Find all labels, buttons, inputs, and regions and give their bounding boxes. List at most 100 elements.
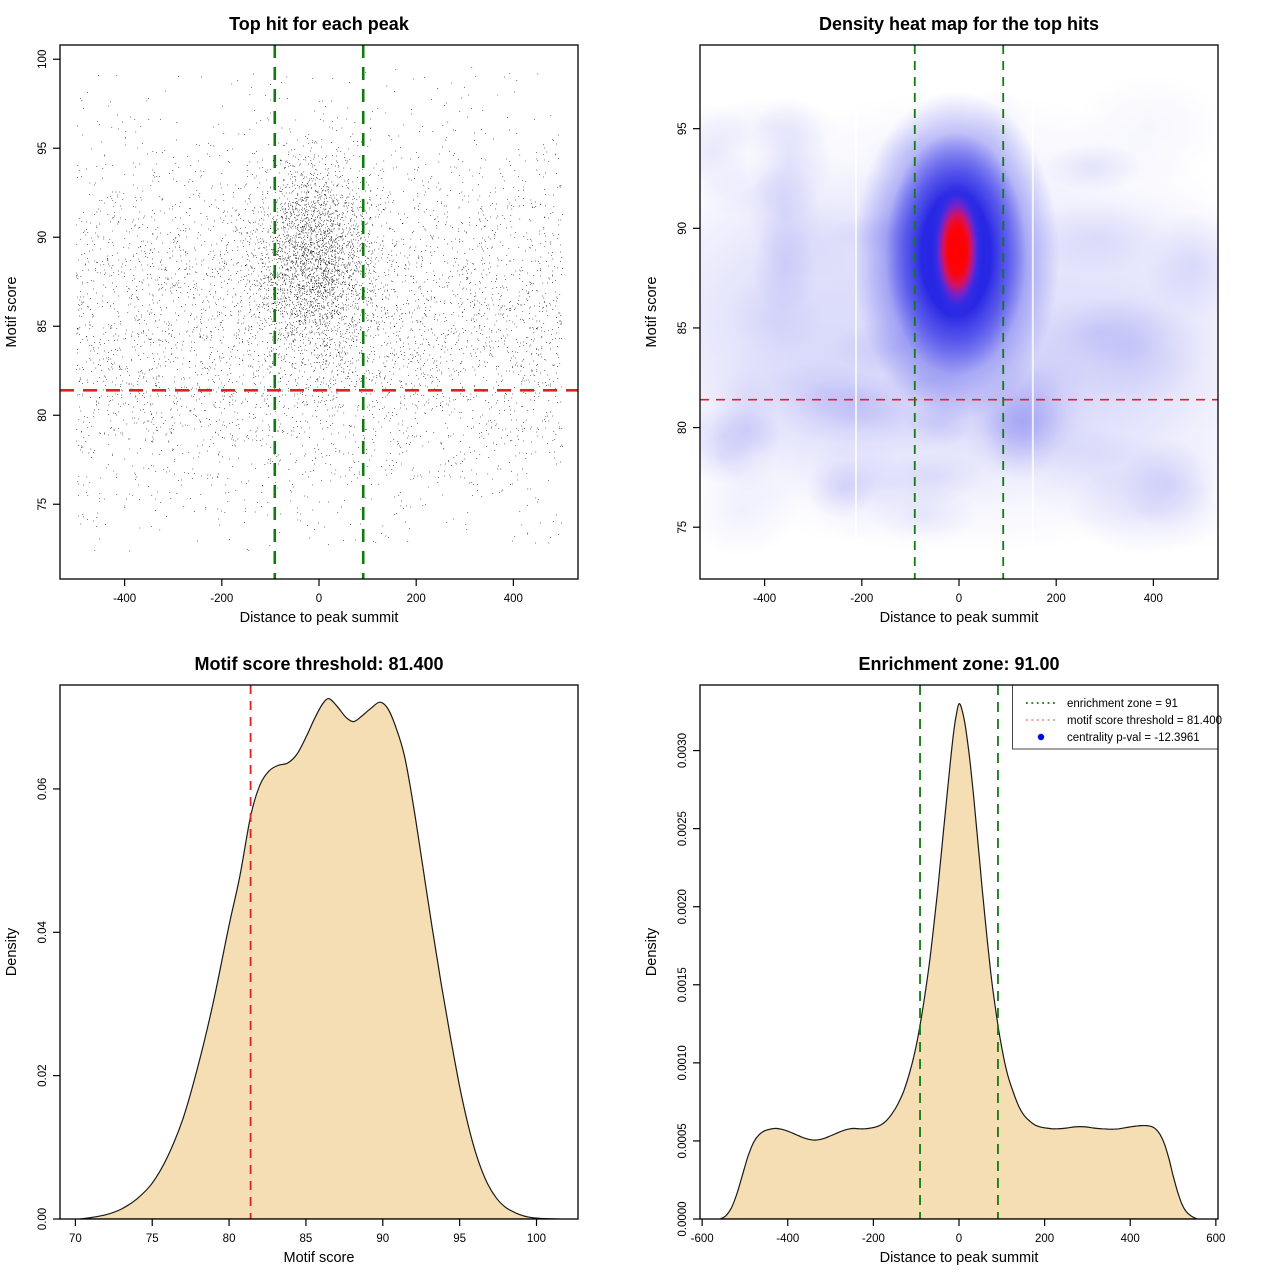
plot-box	[699, 684, 1219, 1220]
legend-sample-dot	[1037, 733, 1045, 741]
heat-core	[930, 182, 984, 319]
legend-item-centrality-pval: centrality p-val = -12.3961	[1067, 732, 1200, 744]
heatmap-xlabel: Distance to peak summit	[880, 610, 1039, 626]
score-density-plot-area: 70 75 80 85 90 95 100 0.00 0.02 0.04 0.06	[37, 684, 579, 1245]
x-tick-label: -200	[850, 593, 873, 605]
position-density-xlabel: Distance to peak summit	[880, 1250, 1039, 1266]
score-density-title: Motif score threshold: 81.400	[194, 654, 443, 674]
legend-item-enrichment-zone: enrichment zone = 91	[1067, 698, 1178, 710]
panel-heatmap: Density heat map for the top hits Distan…	[640, 0, 1280, 640]
heatmap-plot-area: -400 -200 0 200 400 75 80 85 90 95	[677, 44, 1219, 605]
x-tick-label: 80	[223, 1233, 236, 1245]
heatmap-content	[700, 45, 1218, 579]
x-tick-label: 0	[316, 593, 322, 605]
scatter-title: Top hit for each peak	[229, 14, 410, 34]
heat-noise-blob	[700, 97, 841, 156]
heatmap-chart: Density heat map for the top hits Distan…	[644, 14, 1219, 626]
y-tick-label: 80	[677, 421, 689, 434]
x-tick-label: -400	[113, 593, 136, 605]
heat-noise-blob	[885, 450, 988, 503]
x-tick-label: -400	[776, 1233, 799, 1245]
heat-noise-blob	[700, 433, 755, 484]
heat-noise-blob	[700, 466, 798, 556]
x-tick-label: -400	[753, 593, 776, 605]
y-tick-label: 95	[677, 122, 689, 135]
x-tick-label: 85	[300, 1233, 313, 1245]
x-tick-label: 200	[1035, 1233, 1054, 1245]
y-tick-label: 0.0010	[677, 1045, 689, 1080]
legend-box	[1012, 684, 1219, 750]
x-tick-label: 75	[146, 1233, 159, 1245]
position-density-ylabel: Density	[644, 927, 660, 976]
x-tick-label: 70	[69, 1233, 82, 1245]
scatter-xlabel: Distance to peak summit	[240, 610, 399, 626]
scatter-content	[60, 45, 578, 579]
plot-box	[59, 44, 579, 580]
heat-white-stripe	[854, 45, 857, 579]
x-tick-label: 0	[956, 593, 962, 605]
panel-scatter: Top hit for each peak Distance to peak s…	[0, 0, 640, 640]
panel-score-density: Motif score threshold: 81.400 Motif scor…	[0, 640, 640, 1280]
x-tick-label: -600	[691, 1233, 714, 1245]
y-tick-label: 75	[677, 521, 689, 534]
heat-noise-blob	[795, 373, 921, 432]
x-tick-label: 200	[407, 593, 426, 605]
x-tick-label: 95	[453, 1233, 466, 1245]
plot-box	[59, 684, 579, 1220]
x-tick-label: 400	[1121, 1233, 1140, 1245]
y-tick-label: 0.0015	[677, 967, 689, 1002]
x-tick-label: -200	[210, 593, 233, 605]
x-tick-label: 400	[1144, 593, 1163, 605]
heat-noise-blob	[751, 223, 818, 314]
x-tick-label: 400	[504, 593, 523, 605]
y-tick-label: 0.0020	[677, 889, 689, 924]
y-tick-label: 85	[37, 320, 49, 333]
scatter-plot-area: -400 -200 0 200 400 75 80 85 90 95 100	[37, 44, 579, 605]
position_density-curve	[719, 703, 1198, 1219]
heat-noise-blob	[1022, 199, 1171, 276]
y-tick-label: 100	[37, 50, 49, 69]
score_density-content	[79, 685, 559, 1219]
y-tick-label: 80	[37, 409, 49, 422]
score-density-xlabel: Motif score	[284, 1250, 355, 1266]
score-density-chart: Motif score threshold: 81.400 Motif scor…	[4, 654, 579, 1266]
y-tick-label: 90	[677, 222, 689, 235]
y-tick-label: 0.0030	[677, 733, 689, 768]
x-tick-label: 0	[956, 1233, 962, 1245]
y-tick-label: 0.0005	[677, 1123, 689, 1158]
y-tick-label: 0.0000	[677, 1201, 689, 1236]
plot-box	[699, 44, 1219, 580]
legend-item-motif-threshold: motif score threshold = 81.400	[1067, 715, 1222, 727]
y-tick-label: 0.02	[37, 1064, 49, 1086]
scatter-ylabel: Motif score	[4, 277, 20, 348]
heat-noise-blob	[1068, 464, 1218, 555]
panel-position-density: Enrichment zone: 91.00 Distance to peak …	[640, 640, 1280, 1280]
y-tick-label: 0.06	[37, 778, 49, 800]
x-tick-label: 100	[527, 1233, 546, 1245]
y-tick-label: 90	[37, 231, 49, 244]
y-tick-label: 95	[37, 142, 49, 155]
x-tick-label: -200	[862, 1233, 885, 1245]
y-tick-label: 0.04	[37, 920, 49, 943]
position_density-content	[719, 685, 1198, 1219]
y-tick-label: 0.0025	[677, 811, 689, 846]
x-tick-label: 90	[376, 1233, 389, 1245]
position-density-plot-area: -600 -400 -200 0 200 400 600 0.0000 0.0005 0.0010…	[677, 684, 1225, 1245]
y-tick-label: 0.00	[37, 1208, 49, 1230]
score_density-curve	[79, 697, 559, 1219]
heat-noise-blob	[1073, 72, 1218, 184]
heatmap-title: Density heat map for the top hits	[819, 14, 1099, 34]
y-tick-label: 75	[37, 498, 49, 511]
heatmap-ylabel: Motif score	[644, 277, 660, 348]
y-tick-label: 85	[677, 322, 689, 335]
score-density-ylabel: Density	[4, 927, 20, 976]
scatter-chart: Top hit for each peak Distance to peak s…	[4, 14, 579, 626]
scatter-points	[76, 67, 563, 552]
heat-white-stripe	[1031, 45, 1034, 579]
position-density-chart: Enrichment zone: 91.00 Distance to peak …	[644, 654, 1225, 1266]
position-density-title: Enrichment zone: 91.00	[858, 654, 1059, 674]
heat-noise-blob	[1055, 294, 1207, 406]
x-tick-label: 600	[1206, 1233, 1225, 1245]
x-tick-label: 200	[1047, 593, 1066, 605]
